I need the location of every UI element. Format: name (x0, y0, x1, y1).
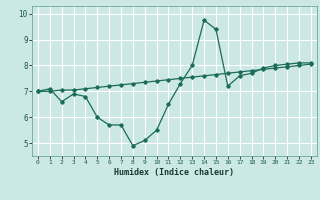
X-axis label: Humidex (Indice chaleur): Humidex (Indice chaleur) (115, 168, 234, 177)
